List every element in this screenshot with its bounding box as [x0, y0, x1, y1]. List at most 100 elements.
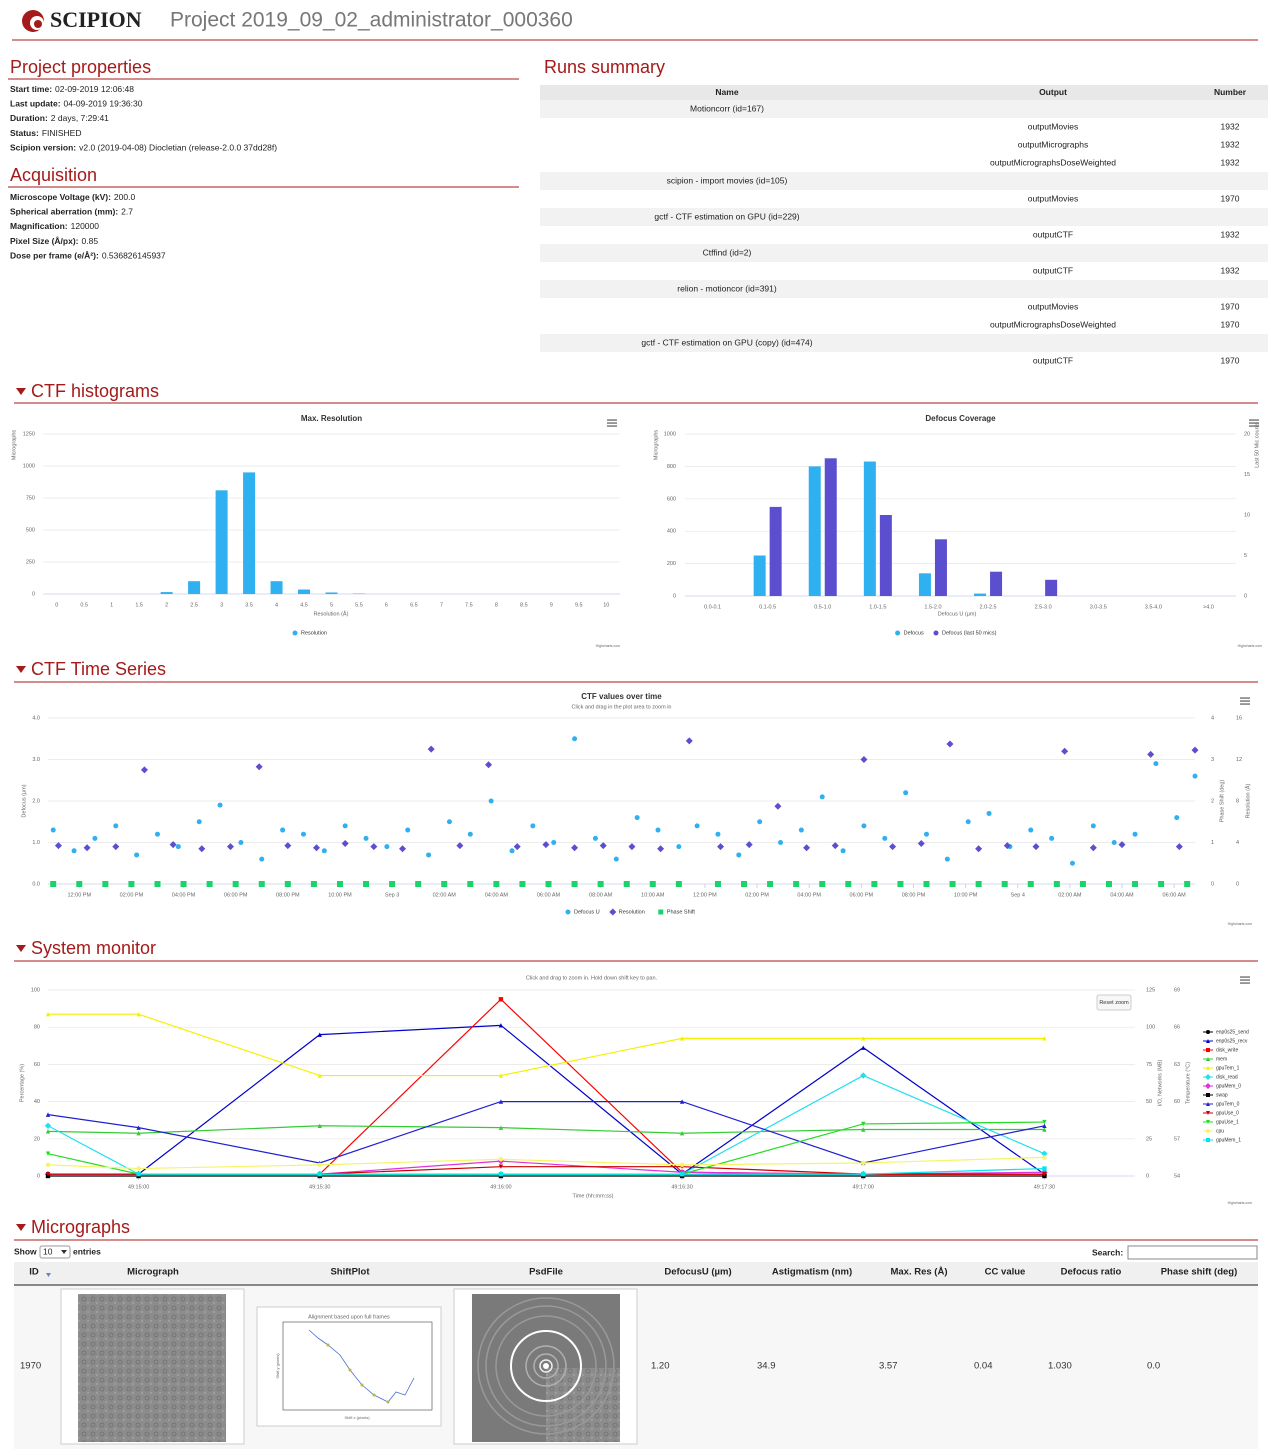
data-point — [154, 881, 161, 887]
table-header-row — [14, 1262, 1258, 1284]
page-length-select[interactable] — [39, 1245, 71, 1259]
data-point — [136, 1125, 141, 1130]
page-length-value[interactable]: 10 — [43, 1246, 53, 1256]
run-row — [540, 172, 1268, 190]
column-header[interactable]: DefocusU (µm) — [664, 1267, 731, 1278]
section-title[interactable]: System monitor — [31, 938, 156, 958]
x-tick-label: 4 — [275, 602, 278, 608]
legend-marker — [565, 909, 571, 915]
data-point — [456, 842, 464, 850]
legend-marker — [1206, 1120, 1210, 1124]
data-point — [493, 881, 500, 887]
x-tick-label: 02:00 PM — [120, 892, 144, 898]
property-label: Spherical aberration (mm): — [10, 207, 118, 217]
bar — [160, 592, 173, 594]
search-input[interactable] — [1127, 1245, 1258, 1260]
section-title[interactable]: CTF Time Series — [31, 659, 166, 679]
property-label: Status: — [10, 128, 39, 138]
legend-label: cpu — [1216, 1128, 1224, 1134]
data-point — [45, 1112, 51, 1117]
column-header[interactable]: Astigmatism (nm) — [772, 1267, 852, 1278]
x-tick-label: 2 — [165, 602, 168, 608]
legend-marker — [1206, 1066, 1210, 1070]
reset-zoom-button[interactable] — [1096, 994, 1132, 1011]
data-point — [498, 997, 504, 1002]
shift-plot-x-label: Shift x (pixels) — [344, 1415, 370, 1420]
data-point — [714, 881, 721, 887]
column-header[interactable]: Phase shift (deg) — [1161, 1267, 1238, 1278]
micrograph-image[interactable] — [78, 1294, 226, 1442]
chart-subtitle: Click and drag in the plot area to zoom … — [572, 704, 672, 710]
column-header[interactable]: Defocus ratio — [1061, 1267, 1122, 1278]
y3-tick-label: 60 — [1174, 1099, 1180, 1105]
data-point — [592, 835, 598, 841]
output-name: outputMovies — [1028, 301, 1079, 311]
legend-marker — [1206, 1138, 1210, 1142]
y3-tick-label: 69 — [1174, 987, 1180, 993]
column-header[interactable]: PsdFile — [529, 1267, 563, 1278]
collapse-arrow[interactable] — [16, 1224, 26, 1231]
legend-label: mem — [1216, 1056, 1227, 1062]
data-point — [169, 841, 177, 849]
data-point — [1042, 1171, 1047, 1177]
y2-axis-label: Phase Shift (deg) — [1219, 780, 1225, 823]
column-header[interactable]: Micrograph — [127, 1267, 179, 1278]
data-point — [313, 844, 321, 852]
data-point — [545, 881, 552, 887]
y-tick-label: 500 — [26, 527, 35, 533]
data-point — [819, 794, 825, 800]
legend-marker — [1206, 1030, 1210, 1034]
data-point — [923, 831, 929, 837]
section-title: Acquisition — [10, 165, 97, 185]
bar — [863, 461, 876, 596]
bar — [918, 573, 931, 596]
data-point — [317, 1162, 322, 1168]
section-title[interactable]: Micrographs — [31, 1217, 130, 1237]
output-name: outputMicrographsDoseWeighted — [990, 157, 1116, 167]
data-point — [675, 881, 682, 887]
data-point — [1069, 860, 1075, 866]
x-tick-label: 6.5 — [410, 602, 418, 608]
y2-tick-label: 10 — [1244, 512, 1250, 518]
y2-tick-label: 50 — [1146, 1099, 1152, 1105]
x-tick-label: 08:00 AM — [589, 892, 613, 898]
y-tick-label: 2.0 — [32, 798, 40, 804]
series-line — [138, 1024, 1045, 1175]
data-point — [803, 844, 811, 852]
column-header[interactable]: ID — [29, 1267, 39, 1278]
sort-arrow[interactable] — [46, 1273, 51, 1277]
collapse-arrow[interactable] — [16, 666, 26, 673]
column-header[interactable]: CC value — [985, 1267, 1026, 1278]
data-point — [1153, 761, 1159, 767]
legend-marker — [933, 630, 939, 636]
data-point — [1090, 823, 1096, 829]
data-point — [259, 856, 265, 862]
property: Status: FINISHED — [10, 128, 81, 138]
data-point — [861, 1127, 866, 1132]
y2-tick-label: 25 — [1146, 1136, 1152, 1142]
data-point — [923, 881, 930, 887]
data-point — [571, 844, 579, 852]
column-header[interactable]: Max. Res (Å) — [890, 1267, 947, 1278]
x-tick-label: 1.5 — [135, 602, 143, 608]
data-point — [128, 881, 135, 887]
y-tick-label: 4.0 — [32, 715, 40, 721]
section-title[interactable]: CTF histograms — [31, 381, 159, 401]
collapse-arrow[interactable] — [16, 388, 26, 395]
output-number: 1970 — [1221, 301, 1240, 311]
project-title: Project 2019_09_02_administrator_000360 — [170, 9, 573, 32]
data-point — [140, 766, 148, 774]
table-cell: 3.57 — [879, 1361, 898, 1372]
data-point — [498, 1125, 504, 1130]
x-axis-label: Time (hh:mm:ss) — [572, 1193, 613, 1199]
run-row — [540, 280, 1268, 298]
collapse-arrow[interactable] — [16, 945, 26, 952]
data-point — [519, 881, 526, 887]
x-tick-label: 12:00 PM — [693, 892, 717, 898]
data-point — [975, 845, 983, 853]
column-header[interactable]: ShiftPlot — [330, 1267, 370, 1278]
x-tick-label: 3.5-4.0 — [1145, 604, 1162, 610]
output-number: 1932 — [1221, 229, 1240, 239]
property-label: Last update: — [10, 99, 61, 109]
table-cell: 1970 — [20, 1361, 41, 1372]
